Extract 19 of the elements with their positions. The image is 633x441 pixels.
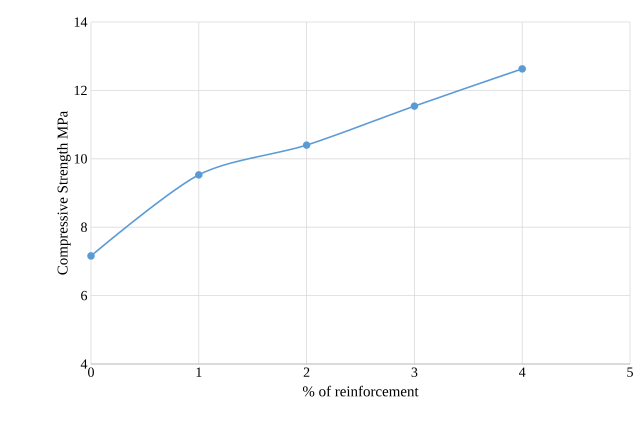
point <box>87 252 95 260</box>
x-tick-label: 3 <box>412 368 418 377</box>
y-tick-label: 14 <box>74 17 88 27</box>
point <box>195 171 203 179</box>
x-tick-label: 0 <box>88 368 94 377</box>
x-tick-label: 2 <box>304 368 310 377</box>
y-tick-label: 4 <box>80 359 88 369</box>
y-tick-label: 10 <box>74 154 87 164</box>
x-axis-title: % of reinforcement <box>302 386 419 396</box>
y-axis-title: Compressive Strength MPa <box>57 111 71 275</box>
point <box>302 141 310 149</box>
y-tick-label: 8 <box>81 222 87 232</box>
point <box>518 65 526 73</box>
y-tick-label: 12 <box>74 86 87 96</box>
x-tick-label: 1 <box>196 368 202 377</box>
point <box>410 102 418 110</box>
x-tick-label: 4 <box>518 368 526 377</box>
y-tick-label: 6 <box>81 290 88 300</box>
x-tick-label: 5 <box>627 368 633 377</box>
